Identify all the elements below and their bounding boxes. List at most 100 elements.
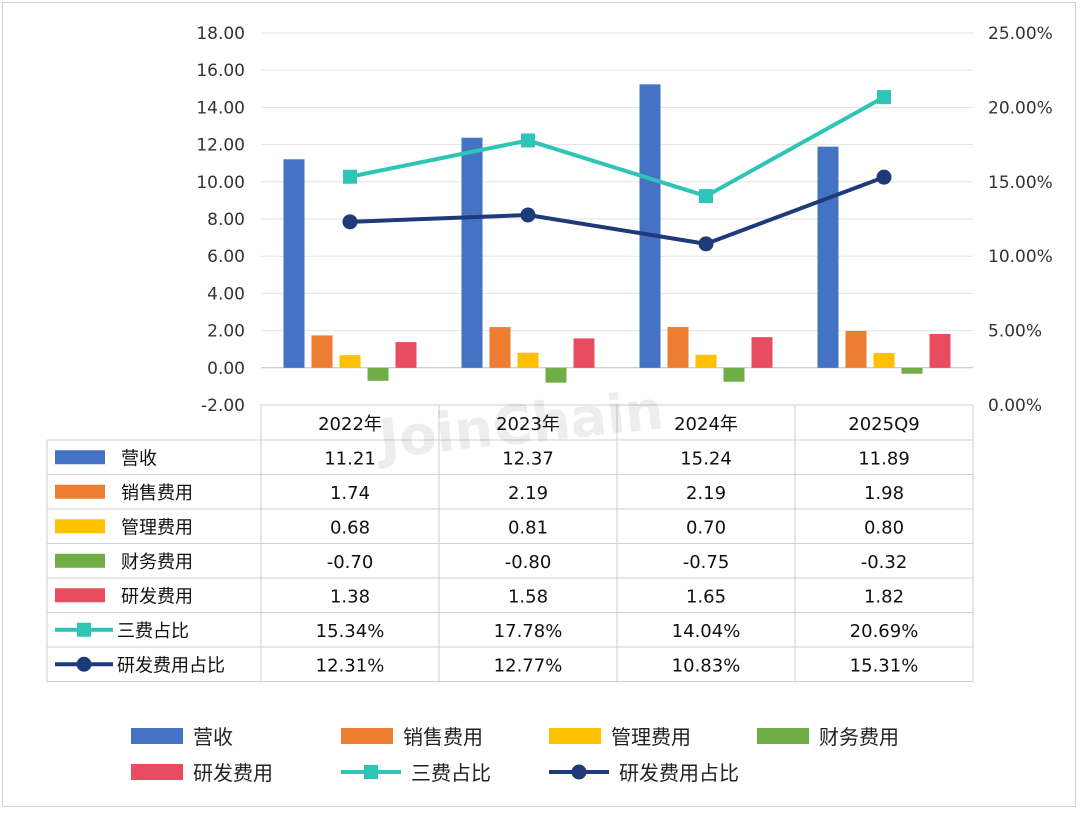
line-point-1-4 [877, 90, 891, 105]
legend-label-5: 研发费用 [193, 761, 273, 785]
left-axis-tick-label: 4.00 [207, 284, 245, 304]
table-key-swatch [55, 588, 105, 603]
left-axis-tick-label: 2.00 [207, 322, 245, 342]
table-key-marker [76, 656, 92, 672]
data-label-2-2: 2.19 [508, 483, 548, 504]
data-label-3-3: 0.70 [686, 517, 726, 538]
legend-swatch-1 [131, 728, 183, 744]
line-point-1-1 [343, 169, 357, 184]
combo-chart: 2022年 2023年 2024年 2025Q9 营收 11.21 12.37 15.24 11… [46, 24, 1053, 785]
line-series-2 [349, 175, 885, 246]
left-axis-tick-label: 14.00 [196, 98, 245, 118]
data-label-5-3: 1.65 [686, 586, 726, 607]
bar-5-2 [573, 338, 595, 368]
line-point-1-2 [521, 133, 535, 148]
legend-swatch-5 [131, 764, 183, 780]
data-label-1-1: 11.21 [324, 448, 376, 469]
table-series-name-3: 管理费用 [121, 517, 193, 538]
left-axis-tick-label: 16.00 [196, 61, 245, 81]
legend-label-7: 研发费用占比 [619, 761, 739, 785]
left-axis-tick-label: 18.00 [196, 24, 245, 44]
legend-label-1: 营收 [193, 725, 233, 749]
table-series-name-1: 营收 [121, 448, 157, 469]
data-label-5-2: 1.58 [508, 586, 548, 607]
bar-2-4 [845, 330, 867, 368]
legend-swatch-2 [341, 728, 393, 744]
left-axis-tick-label: 12.00 [196, 136, 245, 156]
left-axis-tick-label: 0.00 [207, 359, 245, 379]
line-series-1 [349, 95, 885, 199]
data-label-2-1: 1.74 [330, 483, 370, 504]
data-label-3-1: 0.68 [330, 517, 370, 538]
data-label-6-3: 14.04% [672, 621, 741, 642]
bar-4-1 [367, 367, 389, 381]
right-axis-tick-label: 20.00% [988, 98, 1053, 118]
category-label-3: 2024年 [674, 414, 738, 435]
table-series-name-5: 研发费用 [121, 586, 193, 607]
data-label-4-4: -0.32 [861, 552, 908, 573]
bar-2-3 [667, 327, 689, 368]
data-label-7-2: 12.77% [494, 655, 563, 676]
right-axis-tick-label: 25.00% [988, 24, 1053, 44]
table-key-swatch [55, 450, 105, 465]
legend-swatch-4 [757, 728, 809, 744]
right-axis-tick-label: 0.00% [988, 396, 1042, 416]
left-axis-tick-label: 10.00 [196, 173, 245, 193]
data-label-2-3: 2.19 [686, 483, 726, 504]
bar-5-4 [929, 333, 951, 368]
table-series-name-2: 销售费用 [121, 483, 193, 504]
bar-4-3 [723, 367, 745, 382]
bar-3-3 [695, 354, 717, 368]
data-label-4-2: -0.80 [505, 552, 552, 573]
data-label-1-3: 15.24 [680, 448, 732, 469]
data-label-7-4: 15.31% [850, 655, 919, 676]
left-axis-tick-label: 8.00 [207, 210, 245, 230]
line-point-2-1 [342, 214, 358, 230]
legend-swatch-3 [549, 728, 601, 744]
line-point-2-4 [876, 169, 892, 185]
legend-label-4: 财务费用 [819, 725, 899, 749]
bar-5-3 [751, 337, 773, 368]
data-label-4-3: -0.75 [683, 552, 730, 573]
bar-3-1 [339, 355, 361, 368]
bar-4-2 [545, 367, 567, 383]
bar-1-1 [283, 159, 305, 368]
bar-5-1 [395, 342, 417, 368]
bar-1-2 [461, 137, 483, 368]
legend-label-6: 三费占比 [411, 761, 491, 785]
legend-marker-6 [364, 765, 378, 779]
data-label-6-4: 20.69% [850, 621, 919, 642]
bar-4-4 [901, 367, 923, 374]
table-series-name-6: 三费占比 [117, 621, 189, 642]
legend-marker-7 [571, 764, 587, 780]
right-axis-tick-label: 10.00% [988, 247, 1053, 267]
line-point-2-3 [698, 236, 714, 252]
data-label-5-4: 1.82 [864, 586, 904, 607]
table-series-name-4: 财务费用 [121, 552, 193, 573]
bar-3-2 [517, 352, 539, 368]
category-label-4: 2025Q9 [848, 414, 919, 435]
data-label-5-1: 1.38 [330, 586, 370, 607]
data-label-3-4: 0.80 [864, 517, 904, 538]
category-label-2: 2023年 [496, 414, 560, 435]
data-label-3-2: 0.81 [508, 517, 548, 538]
data-label-4-1: -0.70 [327, 552, 374, 573]
left-axis-tick-label: -2.00 [201, 396, 245, 416]
left-axis-tick-label: 6.00 [207, 247, 245, 267]
line-point-1-3 [699, 189, 713, 204]
data-label-7-1: 12.31% [316, 655, 385, 676]
data-label-1-4: 11.89 [858, 448, 910, 469]
table-key-marker [77, 622, 91, 637]
table-series-name-7: 研发费用占比 [117, 655, 225, 676]
table-key-swatch [55, 484, 105, 499]
data-label-1-2: 12.37 [502, 448, 554, 469]
data-label-7-3: 10.83% [672, 655, 741, 676]
legend-label-3: 管理费用 [611, 725, 691, 749]
data-label-2-4: 1.98 [864, 483, 904, 504]
bar-2-2 [489, 327, 511, 368]
line-point-2-2 [520, 207, 536, 223]
bar-2-1 [311, 335, 333, 368]
bar-1-3 [639, 84, 661, 368]
legend-label-2: 销售费用 [403, 725, 483, 749]
